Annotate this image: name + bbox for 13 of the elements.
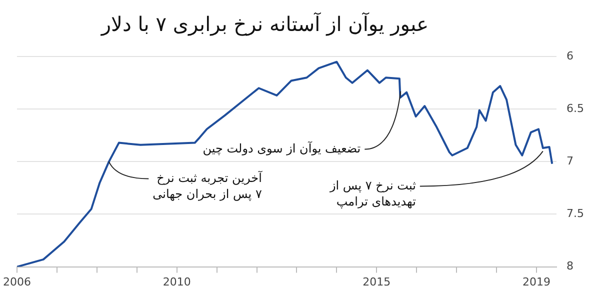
y-tick-label: 7 xyxy=(566,154,574,168)
x-tick-label: 2015 xyxy=(362,275,391,288)
x-tick-label: 2010 xyxy=(162,275,191,288)
y-tick-label: 6 xyxy=(566,49,574,62)
annotation: تضعیف یوآن از سوی دولت چین xyxy=(202,140,361,156)
chart-title: عبور یوآن از آستانه نرخ برابری ۷ با دلار xyxy=(100,12,430,36)
annotation: آخرین تجربه ثبت نرخ ۷ پس از بحران جهانی xyxy=(152,170,263,201)
x-tick-label: 2006 xyxy=(2,275,31,288)
y-tick-label: 7.5 xyxy=(566,207,584,220)
y-tick-label: 8 xyxy=(566,260,574,273)
y-tick-label: 6.5 xyxy=(566,102,584,116)
annotation: ثبت نرخ ۷ پس از تهدیدهای ترامپ xyxy=(328,178,416,208)
x-tick-label: 2019 xyxy=(522,275,551,288)
